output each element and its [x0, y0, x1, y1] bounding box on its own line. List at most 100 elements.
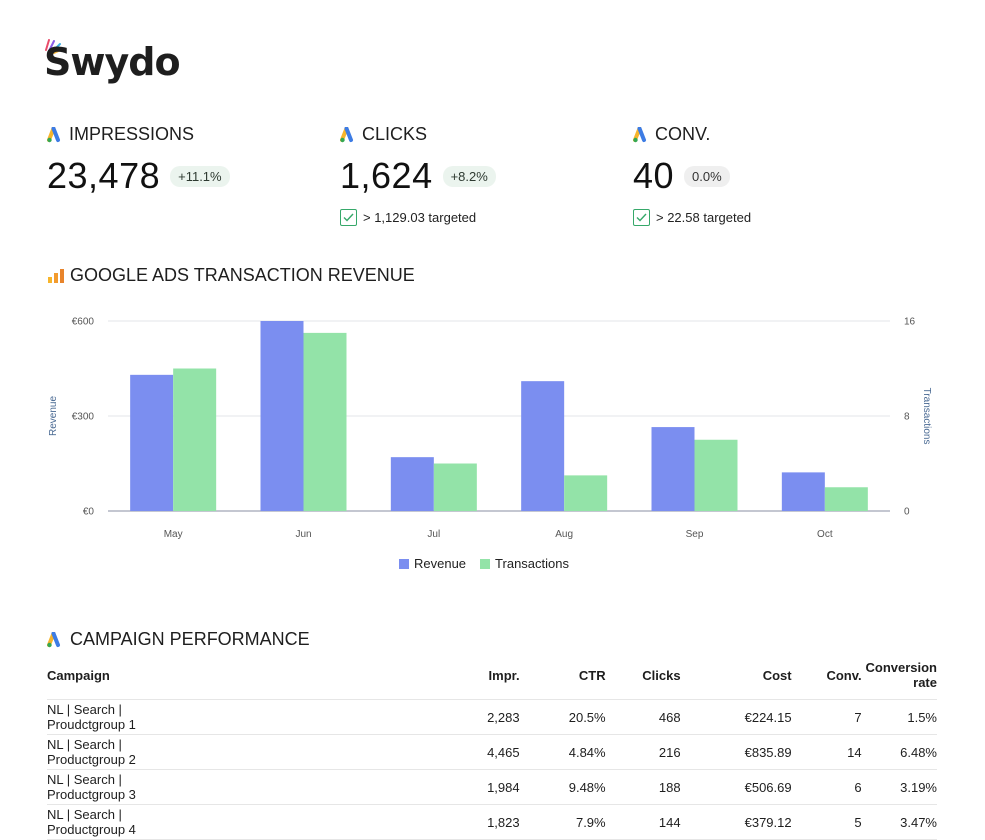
- y-left-tick-label: €600: [72, 317, 95, 328]
- cell-clicks: 216: [605, 734, 681, 770]
- table-row: NL | Search | Productgroup 4 1,823 7.9% …: [47, 804, 937, 840]
- kpi-target: > 1,129.03 targeted: [340, 209, 496, 226]
- cell-ctr: 7.9%: [519, 804, 606, 840]
- column-header[interactable]: Conversion rate: [861, 660, 937, 700]
- cell-impr: 1,984: [137, 769, 520, 805]
- y-left-tick-label: €0: [83, 507, 95, 518]
- cell-campaign: NL | Search | Productgroup 3: [47, 769, 138, 805]
- kpi-conversions: CONV. 40 0.0% > 22.58 targeted: [633, 124, 751, 226]
- chart-section-title: GOOGLE ADS TRANSACTION REVENUE: [47, 265, 415, 286]
- cell-cost: €224.15: [680, 699, 792, 735]
- chart-legend: Revenue Transactions: [399, 556, 569, 571]
- revenue-transactions-chart: €0 €300 €600 0 8 16 Revenue Transactions May Jun J…: [48, 317, 932, 541]
- google-ads-icon: [47, 126, 60, 142]
- bar-revenue-jul: [390, 457, 434, 511]
- x-tick-label: Sep: [686, 529, 704, 540]
- legend-swatch-transactions: [480, 558, 491, 569]
- legend-item-transactions: Transactions: [480, 556, 569, 571]
- x-tick-label: Jul: [427, 529, 440, 540]
- kpi-value: 1,624: [340, 155, 433, 196]
- legend-label: Revenue: [414, 556, 467, 571]
- cell-cost: €835.89: [680, 734, 792, 770]
- table-row: NL | Search | Productgroup 2 4,465 4.84%…: [47, 734, 937, 770]
- cell-clicks: 144: [605, 804, 681, 840]
- cell-conversion-rate: 3.19%: [861, 769, 937, 805]
- table-header-row: Campaign Impr. CTR Clicks Cost Conv. Con…: [47, 660, 937, 700]
- y-right-tick-label: 0: [904, 507, 910, 518]
- cell-ctr: 20.5%: [519, 699, 606, 735]
- cell-impr: 2,283: [137, 699, 520, 735]
- cell-clicks: 188: [605, 769, 681, 805]
- cell-campaign: NL | Search | Proudctgroup 1: [47, 699, 138, 735]
- google-ads-icon: [47, 631, 60, 647]
- target-text: > 1,129.03 targeted: [363, 210, 477, 225]
- column-header[interactable]: Campaign: [47, 660, 138, 700]
- cell-clicks: 468: [605, 699, 681, 735]
- bar-transactions-oct: [824, 487, 868, 511]
- cell-conversion-rate: 1.5%: [861, 699, 937, 735]
- cell-conv: 5: [791, 804, 862, 840]
- bar-chart-icon: [48, 268, 64, 283]
- kpi-target: > 22.58 targeted: [633, 209, 751, 226]
- cell-impr: 1,823: [137, 804, 520, 840]
- google-ads-icon: [340, 126, 353, 142]
- bar-transactions-jul: [433, 463, 477, 511]
- bar-transactions-may: [173, 368, 217, 511]
- column-header[interactable]: Clicks: [605, 660, 681, 700]
- kpi-value: 23,478: [47, 155, 161, 196]
- cell-ctr: 4.84%: [519, 734, 606, 770]
- cell-cost: €379.12: [680, 804, 792, 840]
- column-header[interactable]: CTR: [519, 660, 606, 700]
- y-left-tick-label: €300: [72, 412, 95, 423]
- table-row: NL | Search | Proudctgroup 1 2,283 20.5%…: [47, 699, 937, 735]
- bar-revenue-may: [130, 374, 174, 511]
- cell-campaign: NL | Search | Productgroup 2: [47, 734, 138, 770]
- target-text: > 22.58 targeted: [656, 210, 752, 225]
- cell-impr: 4,465: [137, 734, 520, 770]
- cell-conv: 7: [791, 699, 862, 735]
- kpi-title: CLICKS: [362, 124, 428, 144]
- bar-transactions-sep: [694, 439, 738, 511]
- bar-revenue-oct: [781, 472, 825, 511]
- cell-conversion-rate: 6.48%: [861, 734, 937, 770]
- campaign-performance-table: Campaign Impr. CTR Clicks Cost Conv. Con…: [47, 660, 937, 840]
- column-header[interactable]: Conv.: [791, 660, 862, 700]
- cell-conversion-rate: 3.47%: [861, 804, 937, 840]
- logo-text: Swydo: [44, 40, 181, 84]
- bar-revenue-sep: [651, 427, 695, 511]
- y-right-axis-label: Transactions: [921, 388, 932, 445]
- column-header[interactable]: Cost: [680, 660, 792, 700]
- swydo-logo: Swydo: [44, 38, 181, 90]
- change-badge: +8.2%: [442, 165, 496, 187]
- column-header[interactable]: Impr.: [137, 660, 520, 700]
- legend-item-revenue: Revenue: [399, 556, 466, 571]
- bar-transactions-aug: [564, 475, 608, 511]
- cell-cost: €506.69: [680, 769, 792, 805]
- google-ads-icon: [633, 126, 646, 142]
- y-right-tick-label: 16: [904, 317, 916, 328]
- kpi-value: 40: [633, 155, 675, 196]
- kpi-title: CONV.: [655, 124, 711, 144]
- bar-revenue-aug: [521, 381, 565, 511]
- kpi-impressions: IMPRESSIONS 23,478 +11.1%: [47, 124, 230, 197]
- bar-revenue-jun: [260, 321, 304, 511]
- x-tick-label: Aug: [555, 529, 573, 540]
- cell-campaign: NL | Search | Productgroup 4: [47, 804, 138, 840]
- kpi-title: IMPRESSIONS: [69, 124, 195, 144]
- chart-title: GOOGLE ADS TRANSACTION REVENUE: [70, 265, 415, 285]
- table-title: CAMPAIGN PERFORMANCE: [70, 629, 310, 649]
- table-row: NL | Search | Productgroup 3 1,984 9.48%…: [47, 769, 937, 805]
- legend-swatch-revenue: [399, 558, 409, 569]
- kpi-clicks: CLICKS 1,624 +8.2% > 1,129.03 targeted: [340, 124, 496, 226]
- x-tick-label: Oct: [817, 529, 833, 540]
- y-left-axis-label: Revenue: [48, 396, 59, 436]
- x-tick-label: Jun: [295, 529, 311, 540]
- checkbox-checked-icon: [340, 209, 357, 226]
- y-right-tick-label: 8: [904, 412, 910, 423]
- legend-label: Transactions: [495, 556, 569, 571]
- x-tick-label: May: [164, 529, 183, 540]
- cell-conv: 14: [791, 734, 862, 770]
- bar-transactions-jun: [303, 332, 347, 511]
- cell-conv: 6: [791, 769, 862, 805]
- change-badge: +11.1%: [170, 165, 230, 187]
